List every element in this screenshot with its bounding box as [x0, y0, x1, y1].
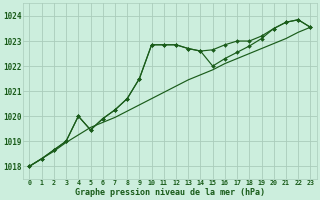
X-axis label: Graphe pression niveau de la mer (hPa): Graphe pression niveau de la mer (hPa): [75, 188, 265, 197]
